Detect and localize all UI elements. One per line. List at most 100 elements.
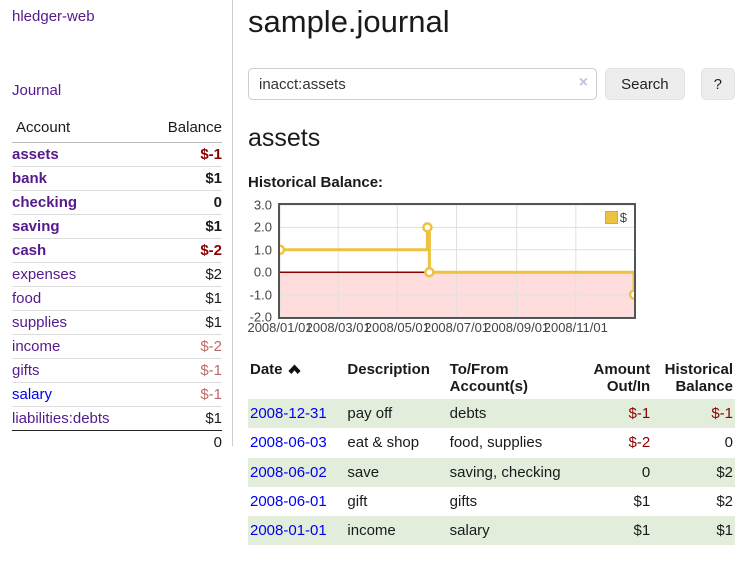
transaction-description: save	[347, 463, 380, 481]
transaction-date-link[interactable]: 2008-06-01	[250, 492, 327, 510]
y-tick-label: 1.0	[253, 242, 272, 258]
transaction-accounts: gifts	[449, 492, 478, 510]
accounts-total-value: 0	[143, 430, 222, 454]
account-balance: 0	[143, 190, 222, 215]
y-tick-label: 0.0	[253, 264, 272, 280]
transaction-row[interactable]: 2008-12-31 pay off debts $-1 $-1	[248, 399, 735, 429]
transaction-row[interactable]: 2008-06-02 save saving, checking 0 $2	[248, 457, 735, 487]
transaction-row[interactable]: 2008-06-03 eat & shop food, supplies $-2 0	[248, 428, 735, 457]
accounts-header-account: Account	[12, 116, 144, 143]
accounts-header-balance: Balance	[143, 116, 222, 143]
legend-swatch-icon	[604, 211, 618, 224]
account-row: checking 0	[12, 190, 222, 215]
account-balance: $-1	[143, 382, 222, 407]
account-balance: $-1	[200, 146, 222, 163]
help-button[interactable]: ?	[700, 68, 735, 100]
x-tick-label: 2008/03/01	[305, 320, 371, 335]
account-row: cash $-2	[12, 238, 222, 263]
transaction-accounts: salary	[449, 522, 490, 540]
search-input[interactable]	[248, 68, 598, 100]
chart-legend: $	[602, 209, 629, 226]
account-row: bank $1	[12, 166, 222, 191]
y-tick-label: 2.0	[253, 219, 272, 235]
account-balance: $-1	[143, 358, 222, 383]
transaction-amount: $-1	[628, 405, 651, 422]
accounts-table-body: assets $-1 bank $1 checking 0 saving $1 cash $-2 e…	[12, 143, 222, 431]
column-header-date-label: Date	[250, 361, 283, 378]
page-title: sample.journal	[248, 4, 450, 39]
y-tick-label: -1.0	[249, 287, 272, 303]
transaction-row[interactable]: 2008-01-01 income salary $1 $1	[248, 516, 735, 546]
account-balance: $1	[143, 406, 222, 431]
transaction-description: pay off	[347, 405, 393, 422]
account-balance: $1	[143, 310, 222, 335]
account-link[interactable]: supplies	[12, 314, 68, 331]
transaction-date-link[interactable]: 2008-06-03	[250, 434, 327, 452]
account-link[interactable]: salary	[12, 386, 53, 403]
x-tick-label: 2008/05/01	[364, 320, 430, 335]
account-link[interactable]: checking	[12, 194, 78, 211]
search-button[interactable]: Search	[605, 68, 685, 100]
nav-journal-link[interactable]: Journal	[12, 82, 62, 99]
y-tick-label: -2.0	[249, 309, 272, 325]
account-link[interactable]: liabilities:debts	[12, 410, 110, 427]
account-row: gifts $-1	[12, 358, 222, 383]
balance-chart-svg	[280, 205, 634, 317]
transaction-date-link[interactable]: 2008-06-02	[250, 463, 327, 481]
search-form: × Search ?	[248, 68, 735, 100]
account-balance: $1	[143, 214, 222, 239]
sidebar: hledger-web Journal Account Balance asse…	[0, 0, 233, 454]
account-link[interactable]: assets	[12, 146, 59, 163]
column-header-description: Description	[347, 361, 430, 378]
column-header-amount: Amount Out/In	[593, 361, 651, 395]
x-tick-label: 2008/01/01	[247, 320, 313, 335]
column-header-date[interactable]: Date	[248, 359, 345, 399]
x-tick-label: 2008/11/01	[543, 320, 608, 335]
sort-ascending-icon	[287, 364, 301, 374]
account-row: assets $-1	[12, 143, 222, 167]
transaction-accounts: saving, checking	[449, 463, 561, 481]
brand-link[interactable]: hledger-web	[12, 8, 95, 25]
chart-x-axis: 2008/01/01 2008/03/01 2008/05/01 2008/07/01…	[247, 319, 636, 337]
balance-chart: 3.0 2.0 1.0 0.0 -1.0 -2.0 $ 2008/01/01 2008/03…	[247, 198, 636, 337]
account-balance: $2	[143, 262, 222, 287]
account-balance: $1	[143, 286, 222, 311]
transaction-amount: $1	[633, 522, 651, 540]
account-link[interactable]: income	[12, 338, 61, 355]
transaction-date-link[interactable]: 2008-12-31	[250, 405, 327, 422]
account-row: saving $1	[12, 214, 222, 239]
transaction-amount: $-2	[628, 434, 651, 452]
transaction-date-link[interactable]: 2008-01-01	[250, 522, 327, 540]
transaction-amount: 0	[641, 463, 651, 481]
register-table-body: 2008-12-31 pay off debts $-1 $-1 2008-06-03 ea…	[248, 399, 735, 546]
account-balance: $1	[143, 166, 222, 191]
chart-plot: $	[278, 203, 636, 319]
account-link[interactable]: saving	[12, 218, 60, 235]
transaction-balance: $2	[716, 492, 733, 510]
account-row: salary $-1	[12, 382, 222, 407]
account-row: expenses $2	[12, 262, 222, 287]
account-link[interactable]: expenses	[12, 266, 77, 283]
account-link[interactable]: bank	[12, 170, 48, 187]
account-link[interactable]: cash	[12, 242, 47, 259]
account-link[interactable]: gifts	[12, 362, 40, 379]
main-content: sample.journal × Search ? assets Histori…	[247, 4, 742, 546]
account-link[interactable]: food	[12, 290, 42, 307]
transaction-balance: 0	[724, 434, 733, 452]
account-row: income $-2	[12, 334, 222, 359]
transaction-description: eat & shop	[347, 434, 420, 452]
account-row: liabilities:debts $1	[12, 406, 222, 431]
transaction-row[interactable]: 2008-06-01 gift gifts $1 $2	[248, 487, 735, 516]
account-row: supplies $1	[12, 310, 222, 335]
transaction-balance: $-1	[711, 405, 733, 422]
account-row: food $1	[12, 286, 222, 311]
transaction-description: gift	[347, 492, 368, 510]
clear-search-icon[interactable]: ×	[578, 74, 589, 91]
account-balance: $-2	[143, 334, 222, 359]
y-tick-label: 3.0	[253, 197, 272, 213]
transaction-balance: $1	[716, 522, 733, 540]
chart-title: Historical Balance:	[248, 174, 384, 191]
transaction-description: income	[347, 522, 396, 540]
register-table: Date Description To/From Account(s) Amou…	[248, 359, 735, 546]
transaction-accounts: debts	[449, 405, 487, 422]
